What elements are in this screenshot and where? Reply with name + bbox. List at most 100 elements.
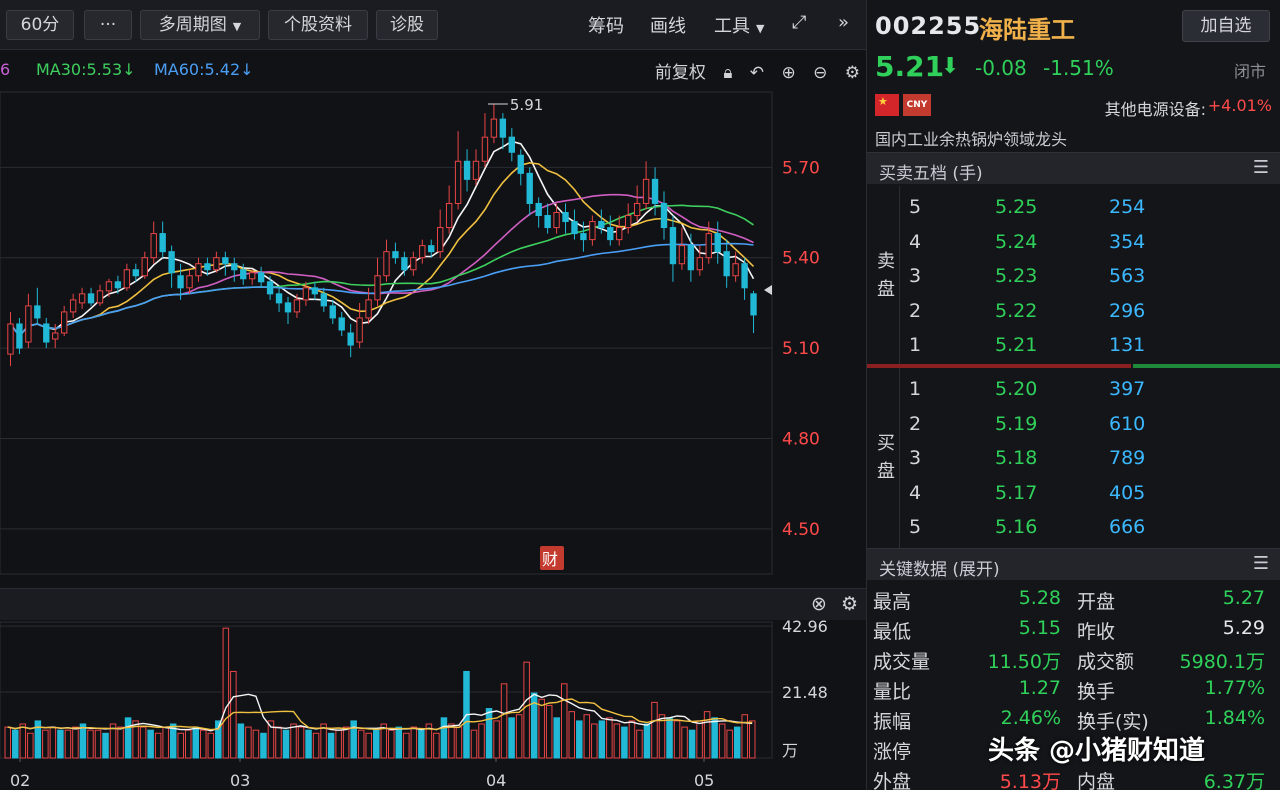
candle-body (25, 305, 32, 343)
volume-bar (658, 714, 666, 759)
chips-button[interactable]: 筹码 (588, 12, 624, 38)
price-tick-label: 4.50 (782, 520, 820, 540)
volume-bar (365, 732, 372, 759)
orderbook-header[interactable]: 买卖五档 (手) ☰ (867, 152, 1280, 184)
volume-bar (606, 717, 613, 759)
candle-body (517, 154, 524, 174)
sell-level-5[interactable]: 5 5.25 254 (899, 190, 1279, 224)
menu-icon[interactable]: ☰ (1252, 157, 1269, 178)
date-tick-label: 03 (230, 771, 250, 790)
key-data-label: 量比 (873, 681, 912, 703)
sector-change: +4.01% (1207, 96, 1272, 115)
sell-level-2[interactable]: 2 5.22 296 (899, 294, 1279, 328)
draw-button[interactable]: 画线 (650, 12, 686, 38)
stock-description: 国内工业余热锅炉领域龙头 (875, 130, 1068, 149)
volume-bar (560, 683, 568, 759)
volume-bar (102, 732, 109, 759)
sector-name[interactable]: 其他电源设备: (1104, 100, 1206, 119)
buy-quantity: 610 (1109, 412, 1146, 435)
volume-bar (184, 729, 192, 759)
volume-bar (327, 732, 335, 759)
diagnose-button[interactable]: 诊股 (376, 10, 438, 40)
volume-bar (628, 720, 636, 759)
key-data-item: 成交量 11.50万 (867, 644, 1067, 674)
sell-level-3[interactable]: 3 5.23 563 (899, 259, 1279, 293)
volume-bar (79, 723, 87, 759)
candle-body (186, 275, 193, 289)
volume-bar (154, 732, 162, 759)
date-tick-label: 02 (10, 771, 30, 790)
period-button[interactable]: 60分 (6, 10, 74, 40)
volume-bar (448, 723, 455, 759)
buy-level: 3 (909, 447, 922, 470)
orderbook-title: 买卖五档 (手) (879, 164, 983, 184)
menu-icon[interactable]: ☰ (1252, 553, 1269, 574)
key-data-value: 5.28 (1018, 587, 1061, 609)
volume-bar (538, 698, 545, 759)
candle-body (69, 299, 77, 313)
buy-level-4[interactable]: 4 5.17 405 (899, 476, 1279, 510)
volume-bar (169, 723, 177, 759)
volume-bar (696, 720, 703, 759)
candle-body (195, 263, 202, 277)
volume-bar (19, 723, 27, 759)
zoom-out-icon[interactable]: ⊖ (813, 63, 828, 83)
key-data-label: 振幅 (873, 711, 912, 733)
multi-period-label: 多周期图 (158, 15, 227, 35)
candle-body (34, 305, 41, 319)
sell-quantity: 131 (1109, 334, 1146, 357)
add-favorite-button[interactable]: 加自选 (1182, 10, 1270, 42)
candle-body (723, 251, 730, 277)
zoom-in-icon[interactable]: ⊕ (781, 63, 796, 83)
gear-icon[interactable]: ⚙ (844, 63, 860, 83)
candle-body (78, 293, 86, 304)
buy-level-1[interactable]: 1 5.20 397 (899, 372, 1279, 406)
volume-ma10-line (7, 698, 753, 731)
sell-price: 5.21 (995, 334, 1038, 357)
price-tick-label: 5.40 (782, 249, 820, 269)
price-change-pct: -1.51% (1043, 56, 1114, 80)
stock-info-button[interactable]: 个股资料 (268, 10, 368, 40)
key-data-label: 外盘 (873, 771, 912, 790)
candle-body (114, 281, 122, 289)
volume-bar (545, 704, 553, 759)
candle-body (642, 178, 650, 204)
expand-icon[interactable]: ⤢ (792, 12, 807, 33)
sell-level-4[interactable]: 4 5.24 354 (899, 225, 1279, 259)
key-data-item: 换手(实) 1.84% (1071, 704, 1271, 734)
chevron-right-icon[interactable]: » (838, 12, 850, 33)
candle-body (61, 311, 68, 334)
adjust-button[interactable]: 前复权 (654, 63, 706, 83)
gear-icon[interactable]: ⚙ (840, 593, 858, 615)
more-button[interactable]: ··· (84, 10, 132, 40)
key-data-header[interactable]: 关键数据 (展开) ☰ (867, 548, 1280, 580)
watermark: 头条 @小猪财知道 (988, 736, 1206, 766)
volume-controls: ⊗ ⚙ (811, 593, 858, 615)
tools-button[interactable]: 工具 ▼ (714, 12, 764, 38)
sell-level-1[interactable]: 1 5.21 131 (899, 328, 1279, 362)
key-data-item: 内盘 6.37万 (1071, 764, 1271, 790)
last-price: 5.21 (875, 50, 945, 83)
key-data-label: 开盘 (1077, 591, 1116, 613)
multi-period-button[interactable]: 多周期图 ▼ (140, 10, 260, 40)
buy-level-3[interactable]: 3 5.18 789 (899, 441, 1279, 475)
lock-icon[interactable]: 🔒︎ (723, 63, 733, 83)
volume-bar (741, 714, 748, 759)
volume-bar (636, 729, 643, 759)
candle-body (651, 178, 659, 204)
volume-chart (0, 621, 773, 759)
close-icon[interactable]: ⊗ (810, 593, 827, 615)
buy-level-5[interactable]: 5 5.16 666 (899, 510, 1279, 544)
buy-price: 5.16 (995, 516, 1038, 539)
candle-body (266, 281, 274, 295)
candle-body (750, 293, 757, 316)
volume-bar (711, 717, 718, 759)
undo-icon[interactable]: ↶ (749, 63, 765, 83)
buy-level-2[interactable]: 2 5.19 610 (899, 407, 1279, 441)
ma-legend: 6 MA30:5.53↓ MA60:5.42↓ 前复权 🔒︎ ↶ ⊕ ⊖ ⚙ (0, 50, 866, 90)
candle-body (338, 317, 345, 331)
volume-bar (290, 723, 297, 759)
candle-body (347, 332, 354, 346)
candle-body (257, 272, 265, 283)
